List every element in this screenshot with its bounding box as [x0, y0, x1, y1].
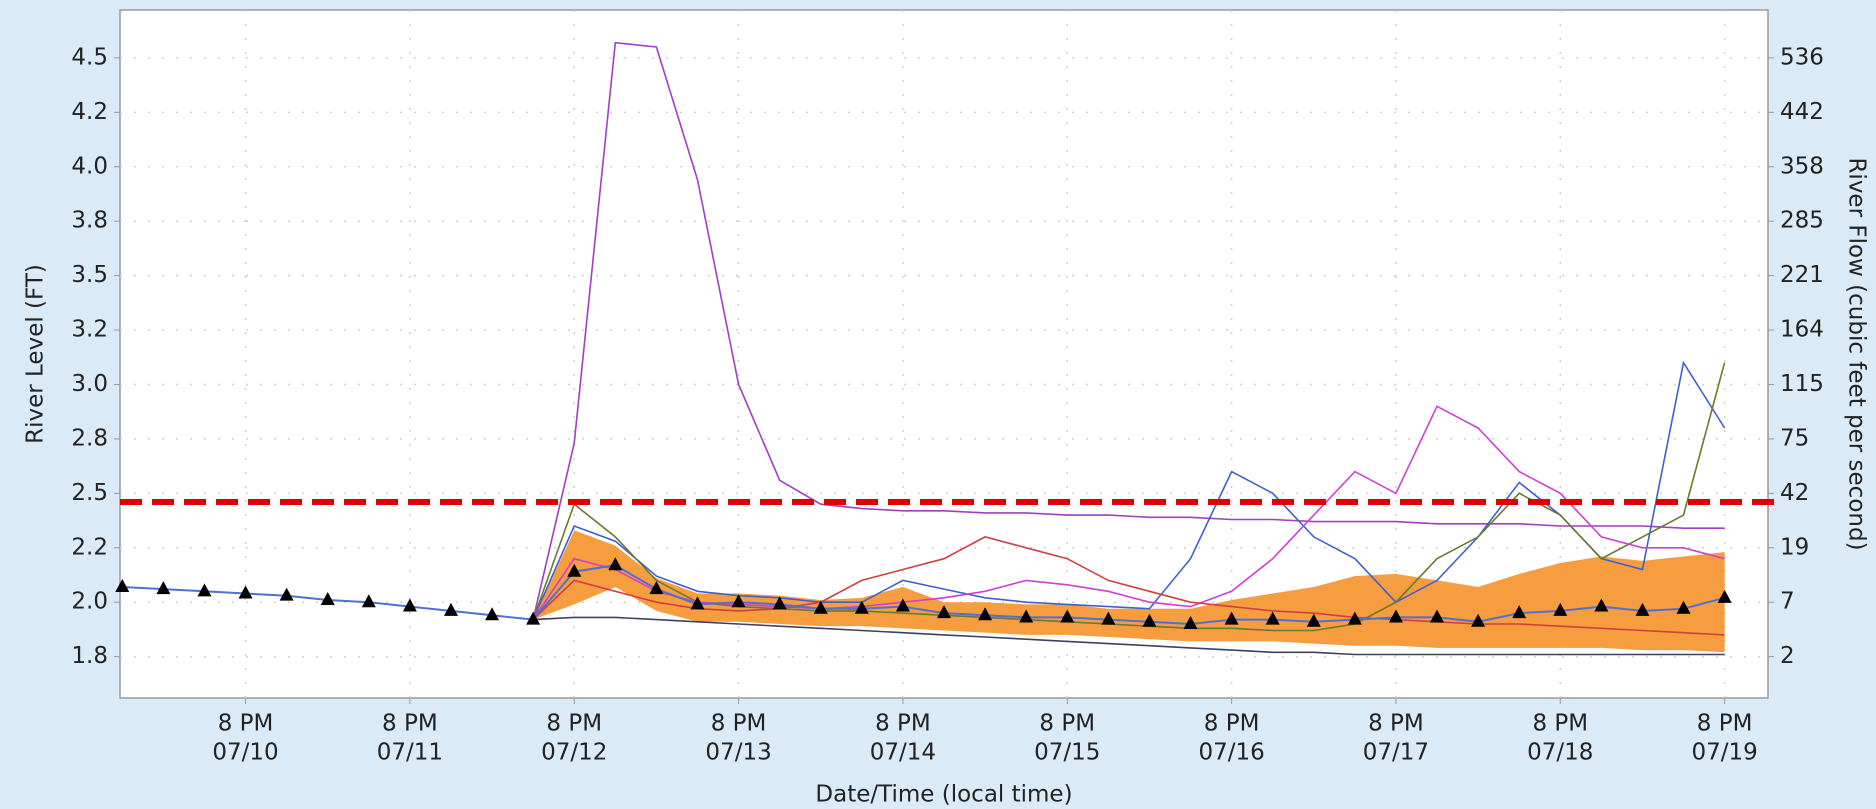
ensemble-line	[533, 616, 1725, 656]
triangle-marker	[854, 600, 869, 614]
y-tick-label: 4.5	[71, 44, 108, 70]
x-tick-label: 07/19	[1691, 740, 1757, 766]
y2-tick-label: 42	[1780, 480, 1809, 506]
triangle-marker	[567, 563, 582, 577]
ensemble-line	[532, 360, 1726, 620]
x-tick-label: 07/15	[1034, 740, 1100, 766]
triangle-marker	[1019, 609, 1034, 623]
x-tick-label: 8 PM	[1368, 711, 1424, 737]
triangle-marker	[1471, 613, 1486, 627]
triangle-marker	[1594, 598, 1609, 612]
x-tick-label: 8 PM	[1204, 711, 1260, 737]
y2-tick-label: 75	[1780, 425, 1809, 451]
x-tick-label: 8 PM	[218, 711, 274, 737]
x-tick-label: 8 PM	[546, 711, 602, 737]
triangle-marker	[526, 611, 541, 625]
x-tick-label: 07/14	[870, 740, 936, 766]
y2-axis-label: River Flow (cubic feet per second)	[1844, 157, 1870, 550]
y-tick-label: 4.2	[71, 99, 108, 125]
triangle-marker	[1306, 613, 1321, 627]
y-tick-label: 2.8	[71, 425, 108, 451]
triangle-marker	[649, 581, 664, 595]
ensemble-line	[532, 41, 1725, 620]
y-tick-label: 3.0	[71, 371, 108, 397]
ensemble-line	[532, 362, 1726, 632]
y-tick-label: 1.8	[71, 643, 108, 669]
triangle-marker	[1388, 609, 1403, 623]
x-axis-label: Date/Time (local time)	[815, 782, 1072, 808]
x-tick-label: 8 PM	[382, 711, 438, 737]
y2-tick-label: 358	[1780, 153, 1824, 179]
y2-tick-label: 7	[1780, 589, 1795, 615]
triangle-marker	[1717, 589, 1732, 603]
x-tick-label: 8 PM	[711, 711, 767, 737]
x-tick-label: 07/16	[1198, 740, 1264, 766]
triangle-marker	[978, 607, 993, 621]
y-tick-label: 2.2	[71, 534, 108, 560]
triangle-marker	[1224, 611, 1239, 625]
triangle-marker	[115, 578, 130, 592]
triangle-marker	[320, 592, 335, 606]
triangle-marker	[813, 600, 828, 614]
triangle-marker	[937, 605, 951, 619]
x-tick-label: 07/13	[705, 740, 771, 766]
plot-layer: 1.8 2.0 2.2 2.5 2.8 3.0 3.2 3.5 3.8 4.0 4.2 4.5 2 7 19…	[71, 10, 1824, 766]
y-tick-label: 3.2	[71, 317, 108, 343]
y2-tick-label: 285	[1780, 208, 1824, 234]
y-tick-label: 3.5	[71, 262, 108, 288]
triangle-marker	[690, 596, 705, 610]
y-axis-label: River Level (FT)	[23, 264, 49, 444]
triangle-marker	[156, 581, 171, 595]
triangle-marker	[1183, 615, 1198, 629]
x-tick-label: 07/12	[541, 740, 607, 766]
triangle-marker	[1512, 605, 1527, 619]
triangle-marker	[608, 557, 623, 571]
triangle-marker	[772, 596, 787, 610]
triangle-marker	[895, 598, 910, 612]
x-tick-label: 8 PM	[875, 711, 931, 737]
x-tick-label: 07/17	[1363, 740, 1429, 766]
triangle-marker	[1635, 602, 1650, 616]
y2-tick-label: 221	[1780, 262, 1824, 288]
triangle-marker	[402, 598, 417, 612]
triangle-marker	[238, 585, 253, 599]
triangle-marker	[485, 607, 500, 621]
triangle-marker	[731, 594, 746, 608]
y-tick-label: 4.0	[71, 153, 108, 179]
x-tick-label: 8 PM	[1039, 711, 1095, 737]
triangle-marker	[443, 602, 458, 616]
triangle-marker	[1430, 609, 1445, 623]
triangle-marker	[197, 583, 212, 597]
y2-tick-label: 536	[1780, 44, 1824, 70]
triangle-marker	[279, 587, 294, 601]
triangle-marker	[1676, 600, 1691, 614]
y2-tick-label: 2	[1780, 643, 1795, 669]
y-tick-label: 2.5	[71, 480, 108, 506]
triangle-marker	[361, 594, 376, 608]
x-tick-label: 07/10	[212, 740, 278, 766]
ensemble-line	[532, 405, 1725, 621]
y-tick-label: 3.8	[71, 208, 108, 234]
y2-tick-label: 442	[1780, 99, 1824, 125]
y2-tick-label: 19	[1780, 534, 1809, 560]
triangle-marker	[1060, 609, 1075, 623]
triangle-marker	[1142, 613, 1157, 627]
y2-tick-label: 164	[1780, 317, 1824, 343]
y2-tick-label: 115	[1780, 371, 1824, 397]
ensemble-line	[532, 536, 1725, 636]
mean-line	[122, 564, 1725, 626]
triangle-marker	[1101, 611, 1116, 625]
x-tick-label: 07/11	[377, 740, 443, 766]
triangle-marker	[1347, 611, 1362, 625]
x-tick-label: 8 PM	[1532, 711, 1588, 737]
x-tick-label: 8 PM	[1697, 711, 1753, 737]
x-tick-label: 07/18	[1527, 740, 1593, 766]
y-tick-label: 2.0	[71, 589, 108, 615]
triangle-marker	[1553, 602, 1568, 616]
triangle-marker	[1265, 611, 1280, 625]
